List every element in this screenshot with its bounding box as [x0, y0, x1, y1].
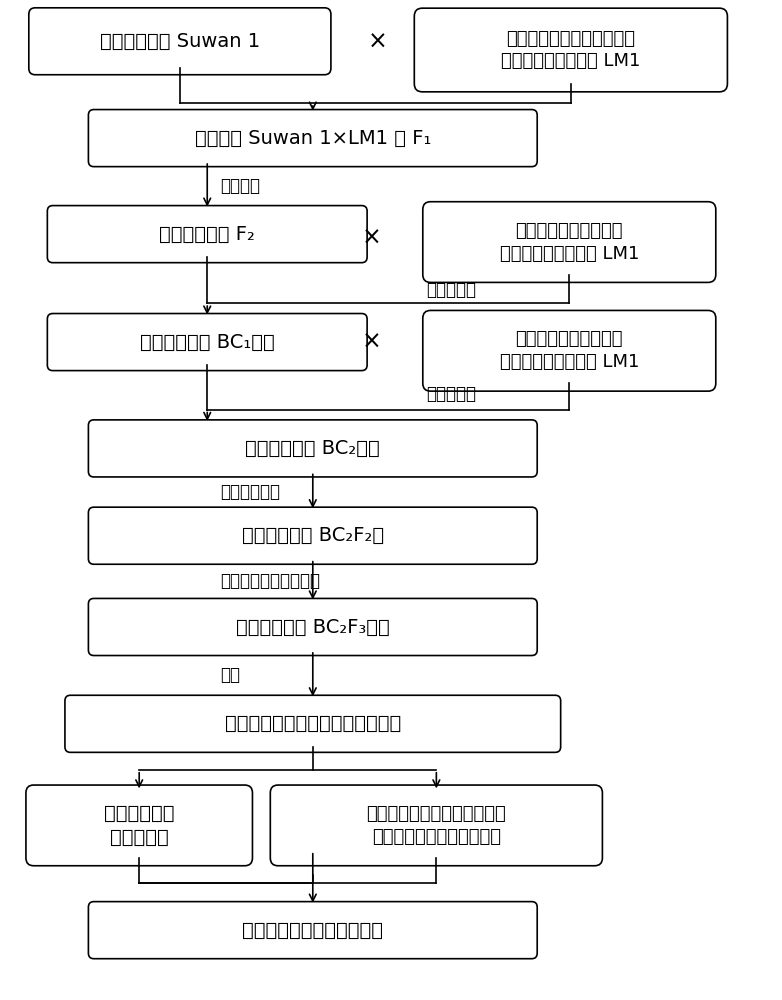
FancyBboxPatch shape [423, 310, 716, 391]
Text: 热带玉米种质 Suwan 1: 热带玉米种质 Suwan 1 [100, 32, 260, 51]
FancyBboxPatch shape [88, 598, 537, 656]
Text: 偏温带型植株 F₂: 偏温带型植株 F₂ [160, 225, 255, 244]
Text: 法国利玛格兰公司的温带特
早熟硬粒型玉米种质 LM1: 法国利玛格兰公司的温带特 早熟硬粒型玉米种质 LM1 [501, 30, 640, 70]
Text: 反季节光周期
敏感性鉴定: 反季节光周期 敏感性鉴定 [104, 804, 174, 847]
Text: 偏温带型植株 BC₂F₂群: 偏温带型植株 BC₂F₂群 [242, 526, 384, 545]
FancyBboxPatch shape [88, 507, 537, 564]
Text: 混合授粉: 混合授粉 [221, 177, 260, 195]
Text: 偏温带型植株 BC₂群体: 偏温带型植株 BC₂群体 [246, 439, 380, 458]
FancyBboxPatch shape [48, 206, 367, 263]
Text: 第一轮回交: 第一轮回交 [426, 281, 476, 299]
Text: ×: × [361, 330, 382, 354]
FancyBboxPatch shape [26, 785, 253, 866]
Text: 法国利玛格兰公司的温
带特早熟硬粒型玉米 LM1: 法国利玛格兰公司的温 带特早熟硬粒型玉米 LM1 [500, 222, 639, 263]
Text: 杂交组合 Suwan 1×LM1 的 F₁: 杂交组合 Suwan 1×LM1 的 F₁ [195, 129, 431, 148]
Text: 以温带种质背景为主的玉米自交系: 以温带种质背景为主的玉米自交系 [224, 714, 401, 733]
Text: 偏温带型植株 BC₂F₃群体: 偏温带型植株 BC₂F₃群体 [236, 617, 389, 636]
Text: 配合力测定，单株自交: 配合力测定，单株自交 [221, 572, 321, 590]
FancyBboxPatch shape [271, 785, 602, 866]
FancyBboxPatch shape [423, 202, 716, 282]
Text: ×: × [368, 29, 388, 53]
FancyBboxPatch shape [48, 314, 367, 371]
Text: 光周期不敏感的玉米自交系: 光周期不敏感的玉米自交系 [242, 921, 383, 940]
FancyBboxPatch shape [29, 8, 331, 75]
Text: 偏温带型植株 BC₁群体: 偏温带型植株 BC₁群体 [140, 333, 274, 352]
Text: ×: × [361, 226, 382, 250]
Text: 第二轮回交: 第二轮回交 [426, 385, 476, 403]
Text: 选系: 选系 [221, 666, 241, 684]
FancyBboxPatch shape [65, 695, 561, 752]
Text: 法国利玛格兰公司的温
带特早熟硬粒型玉米 LM1: 法国利玛格兰公司的温 带特早熟硬粒型玉米 LM1 [500, 330, 639, 371]
FancyBboxPatch shape [88, 902, 537, 959]
Text: 两代单株自交: 两代单株自交 [221, 483, 281, 501]
FancyBboxPatch shape [88, 420, 537, 477]
FancyBboxPatch shape [88, 110, 537, 167]
Text: 热带、亚热带和温带多个地点
同时进行光周期敏感性鉴定: 热带、亚热带和温带多个地点 同时进行光周期敏感性鉴定 [367, 805, 506, 846]
FancyBboxPatch shape [414, 8, 727, 92]
